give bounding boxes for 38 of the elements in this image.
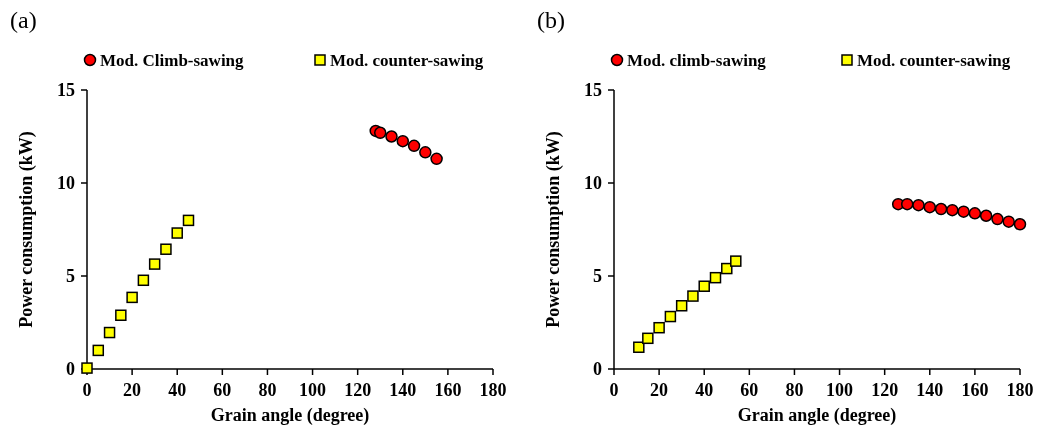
y-tick-label: 10 bbox=[57, 173, 75, 194]
x-tick-label: 80 bbox=[258, 380, 277, 400]
y-axis-title: Power consumption (kW) bbox=[543, 131, 564, 328]
chart-title: (b) bbox=[537, 7, 565, 33]
y-tick-label: 0 bbox=[593, 359, 602, 380]
x-tick-label: 140 bbox=[916, 380, 944, 400]
x-tick-label: 100 bbox=[826, 380, 854, 400]
y-tick-label: 0 bbox=[66, 359, 75, 380]
legend-label: Mod. climb-sawing bbox=[627, 51, 767, 70]
y-tick-label: 15 bbox=[584, 80, 602, 101]
y-tick-label: 15 bbox=[57, 80, 75, 101]
x-tick-label: 100 bbox=[299, 380, 327, 400]
x-tick-label: 160 bbox=[434, 380, 462, 400]
y-tick-label: 5 bbox=[593, 266, 602, 287]
x-tick-label: 40 bbox=[168, 380, 187, 400]
legend-label: Mod. counter-sawing bbox=[330, 51, 484, 70]
x-tick-label: 80 bbox=[785, 380, 804, 400]
x-tick-label: 60 bbox=[740, 380, 759, 400]
x-tick-label: 0 bbox=[82, 380, 92, 400]
x-tick-label: 120 bbox=[871, 380, 899, 400]
x-tick-label: 180 bbox=[1006, 380, 1034, 400]
x-tick-label: 40 bbox=[695, 380, 714, 400]
x-tick-label: 60 bbox=[213, 380, 232, 400]
x-tick-label: 0 bbox=[609, 380, 619, 400]
x-tick-label: 120 bbox=[344, 380, 372, 400]
x-tick-label: 20 bbox=[123, 380, 142, 400]
y-axis-title: Power consumption (kW) bbox=[16, 131, 37, 328]
x-tick-label: 180 bbox=[479, 380, 507, 400]
x-axis-title: Grain angle (degree) bbox=[210, 405, 370, 426]
y-tick-label: 5 bbox=[66, 266, 75, 287]
legend-label: Mod. counter-sawing bbox=[857, 51, 1011, 70]
x-tick-label: 140 bbox=[389, 380, 417, 400]
x-tick-label: 20 bbox=[650, 380, 669, 400]
legend-label: Mod. Climb-sawing bbox=[100, 51, 245, 70]
x-tick-label: 160 bbox=[961, 380, 989, 400]
x-axis-title: Grain angle (degree) bbox=[737, 405, 897, 426]
chart-title: (a) bbox=[10, 7, 37, 33]
y-tick-label: 10 bbox=[584, 173, 602, 194]
